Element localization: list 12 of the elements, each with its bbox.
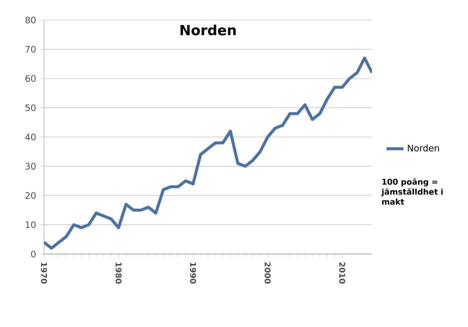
y-tick-label: 50	[26, 104, 36, 112]
line-series	[44, 56, 372, 250]
y-tick-label: 40	[25, 134, 36, 140]
y-tick-label: 20	[25, 192, 36, 199]
y-tick-label: 30	[26, 162, 36, 170]
y-tick-label: 80	[25, 16, 36, 24]
y-tick-label: 10	[26, 221, 36, 228]
y-tick-label: 70	[26, 46, 36, 53]
legend-label: Norden	[408, 144, 439, 152]
y-tick-label: 60	[25, 75, 36, 82]
y-tick-label: 0	[31, 250, 36, 258]
chart-title: Norden	[180, 24, 236, 36]
